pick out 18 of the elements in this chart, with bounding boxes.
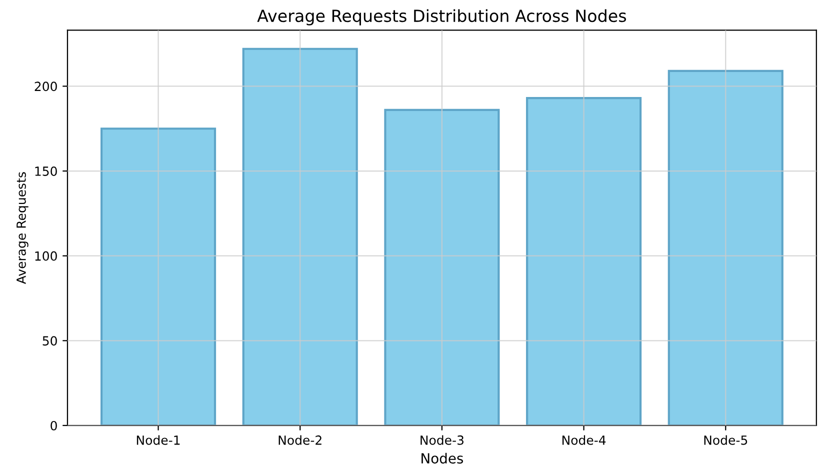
y-tick-label: 200 bbox=[34, 82, 57, 92]
chart-title: Average Requests Distribution Across Nodes bbox=[257, 9, 626, 26]
y-tick-label: 0 bbox=[50, 420, 57, 430]
y-tick-label: 150 bbox=[35, 166, 57, 176]
bar bbox=[242, 48, 358, 426]
bar bbox=[526, 97, 642, 426]
x-tick-label: Node-1 bbox=[136, 435, 180, 445]
y-axis-title: Average Requests bbox=[16, 172, 28, 284]
x-tick-label: Node-2 bbox=[278, 435, 322, 445]
x-tick-label: Node-5 bbox=[704, 435, 748, 445]
x-axis-title: Nodes bbox=[422, 452, 464, 464]
y-tick-label: 50 bbox=[42, 336, 57, 346]
y-tick-label: 100 bbox=[35, 251, 57, 261]
bar bbox=[668, 70, 784, 426]
x-tick-label: Node-3 bbox=[420, 435, 464, 445]
bar bbox=[384, 108, 500, 426]
bar bbox=[100, 128, 216, 426]
x-tick-label: Node-4 bbox=[562, 435, 606, 445]
